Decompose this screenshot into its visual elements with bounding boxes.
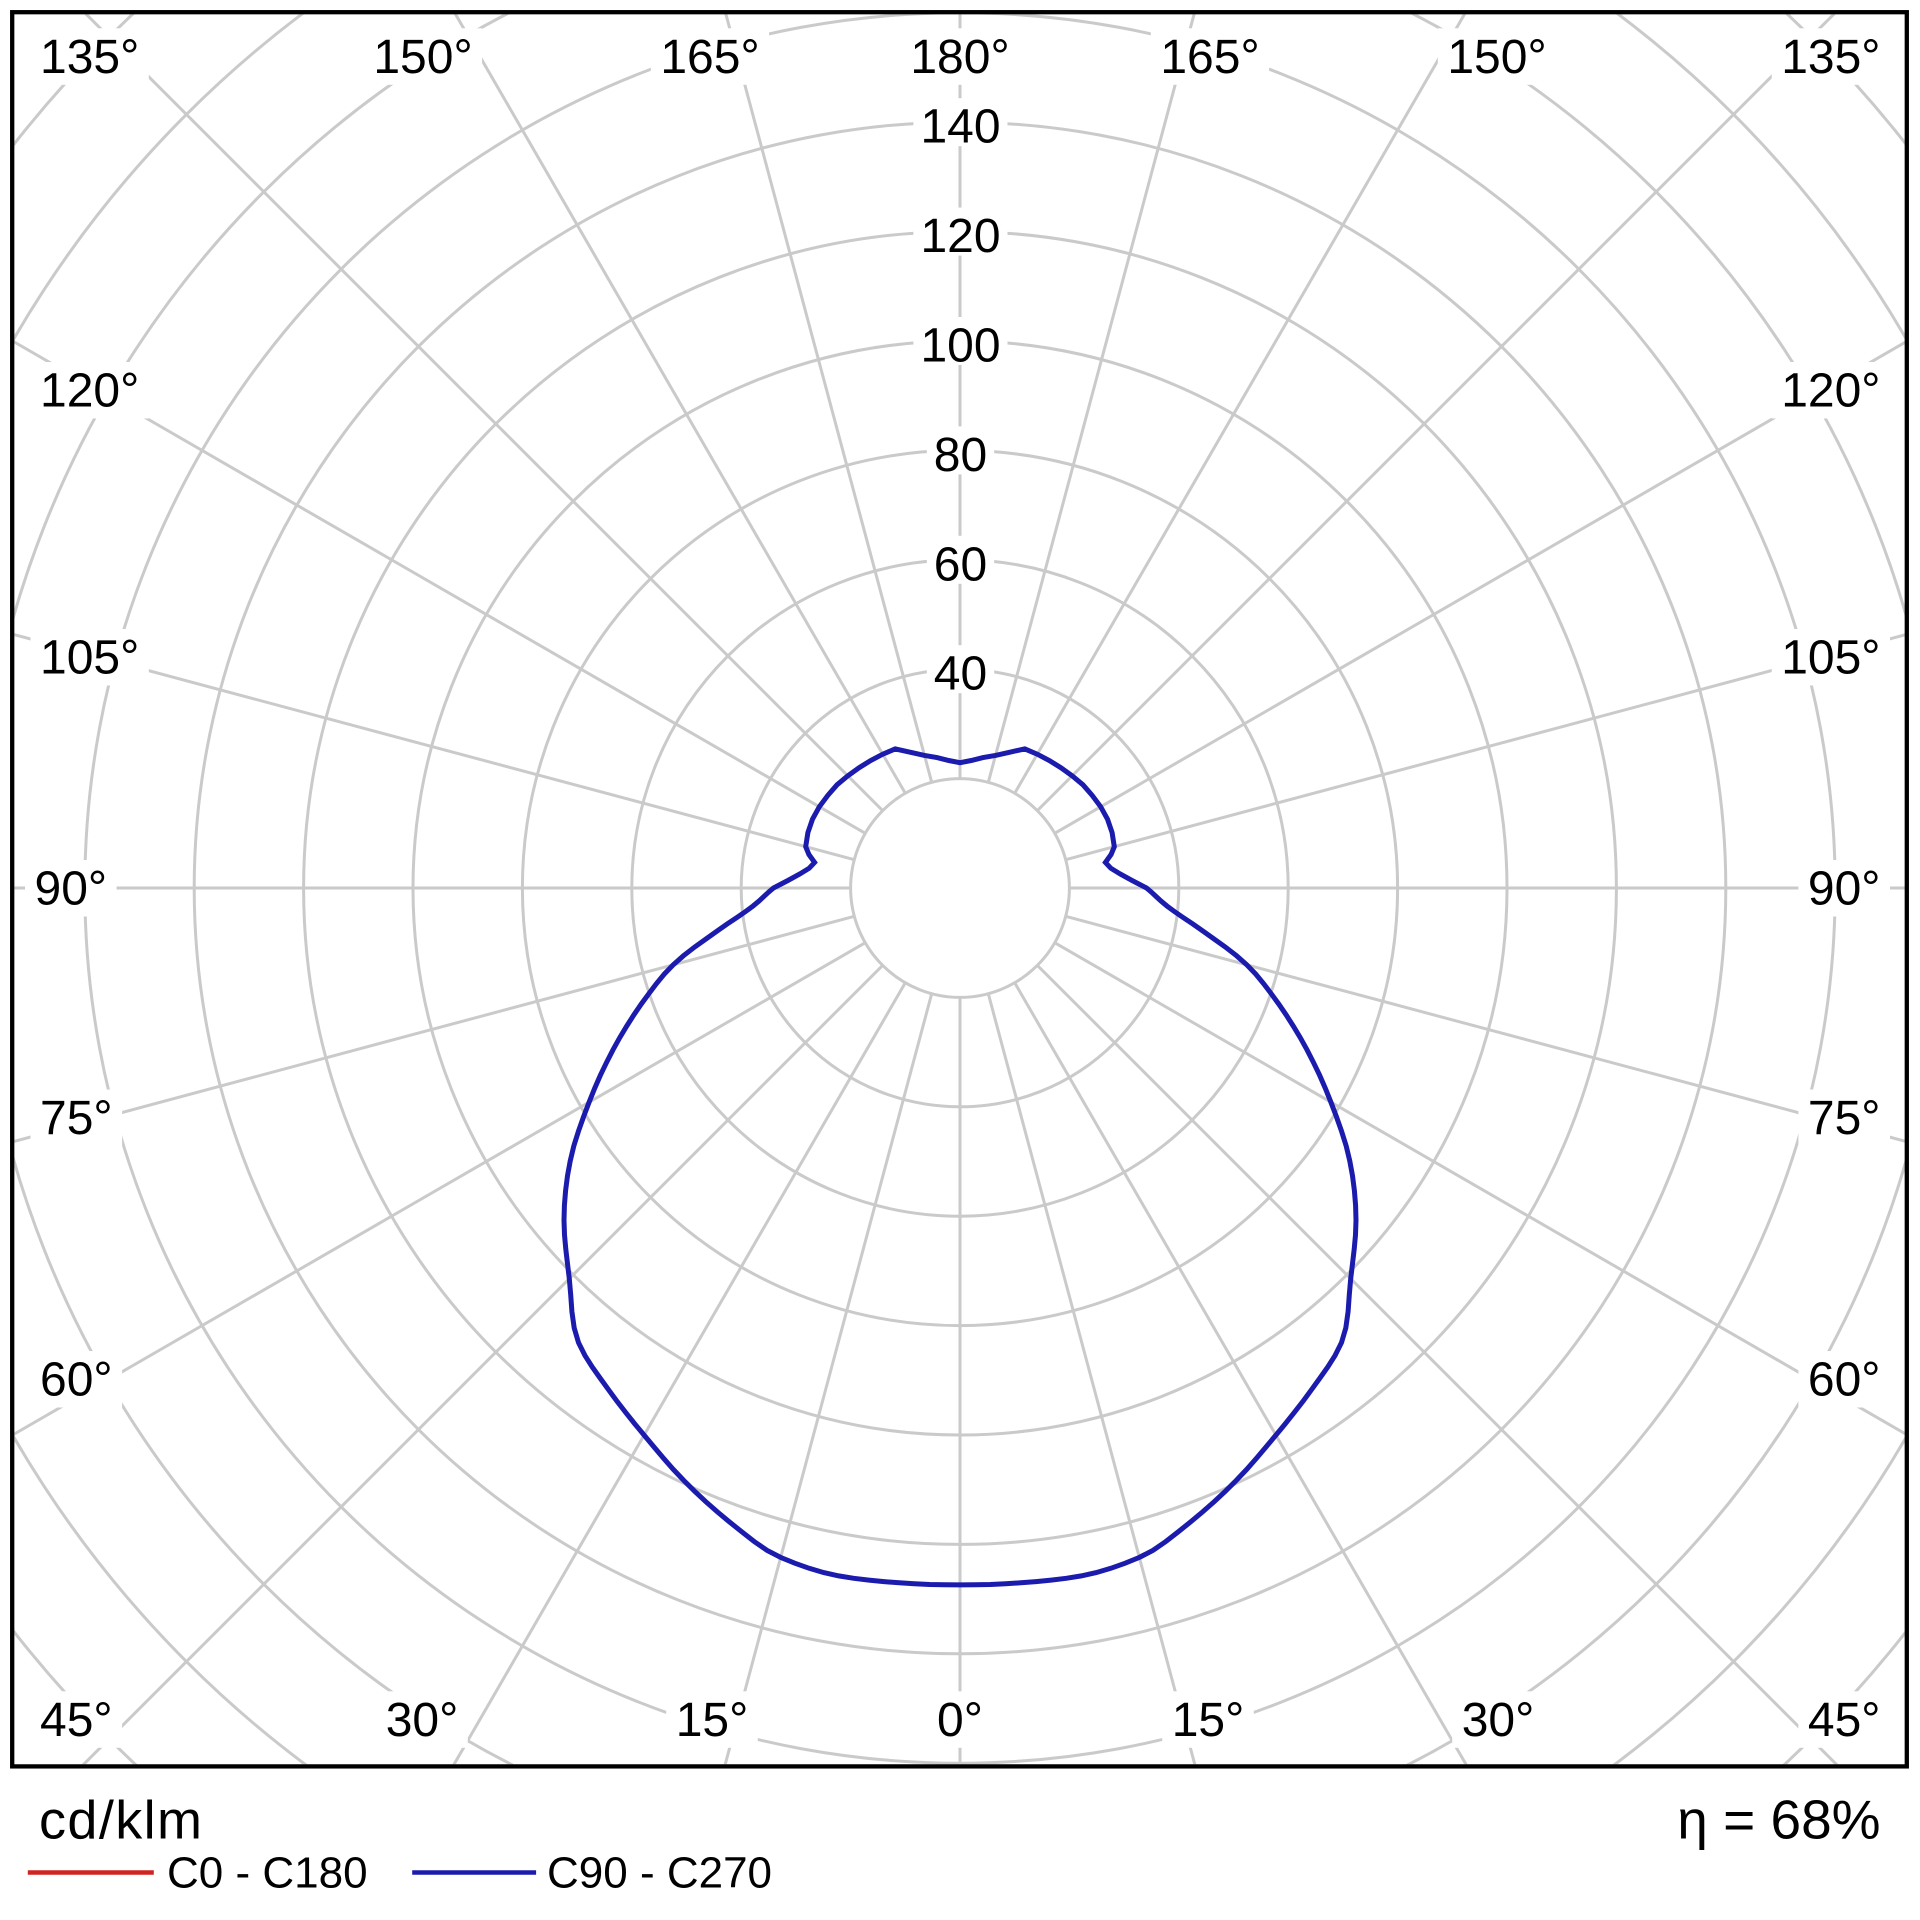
svg-text:75°: 75° bbox=[1808, 1092, 1881, 1145]
svg-text:140: 140 bbox=[920, 101, 1000, 154]
svg-text:60°: 60° bbox=[40, 1354, 113, 1407]
svg-text:165°: 165° bbox=[660, 31, 759, 84]
svg-text:cd/klm: cd/klm bbox=[39, 1791, 203, 1851]
svg-text:60°: 60° bbox=[1808, 1354, 1881, 1407]
svg-text:180°: 180° bbox=[910, 31, 1009, 84]
svg-text:45°: 45° bbox=[1808, 1694, 1881, 1747]
svg-text:C0 - C180: C0 - C180 bbox=[167, 1849, 368, 1898]
svg-text:120°: 120° bbox=[40, 365, 139, 418]
svg-text:90°: 90° bbox=[1808, 863, 1881, 916]
svg-text:η = 68%: η = 68% bbox=[1677, 1789, 1880, 1851]
svg-text:60: 60 bbox=[934, 538, 987, 591]
svg-text:105°: 105° bbox=[1781, 632, 1880, 685]
svg-text:165°: 165° bbox=[1160, 31, 1259, 84]
svg-text:90°: 90° bbox=[35, 863, 108, 916]
svg-text:120: 120 bbox=[920, 210, 1000, 263]
svg-text:100: 100 bbox=[920, 320, 1000, 373]
svg-text:0°: 0° bbox=[937, 1694, 983, 1747]
svg-text:105°: 105° bbox=[40, 632, 139, 685]
svg-text:150°: 150° bbox=[373, 31, 472, 84]
svg-text:135°: 135° bbox=[40, 31, 139, 84]
svg-text:150°: 150° bbox=[1447, 31, 1546, 84]
svg-text:45°: 45° bbox=[40, 1694, 113, 1747]
svg-text:15°: 15° bbox=[1172, 1694, 1245, 1747]
svg-text:30°: 30° bbox=[1462, 1694, 1535, 1747]
svg-text:40: 40 bbox=[934, 648, 987, 701]
svg-text:135°: 135° bbox=[1781, 31, 1880, 84]
svg-text:30°: 30° bbox=[386, 1694, 459, 1747]
svg-text:15°: 15° bbox=[676, 1694, 749, 1747]
svg-text:80: 80 bbox=[934, 429, 987, 482]
svg-text:75°: 75° bbox=[40, 1092, 113, 1145]
svg-text:120°: 120° bbox=[1781, 365, 1880, 418]
svg-text:C90 - C270: C90 - C270 bbox=[547, 1849, 772, 1898]
